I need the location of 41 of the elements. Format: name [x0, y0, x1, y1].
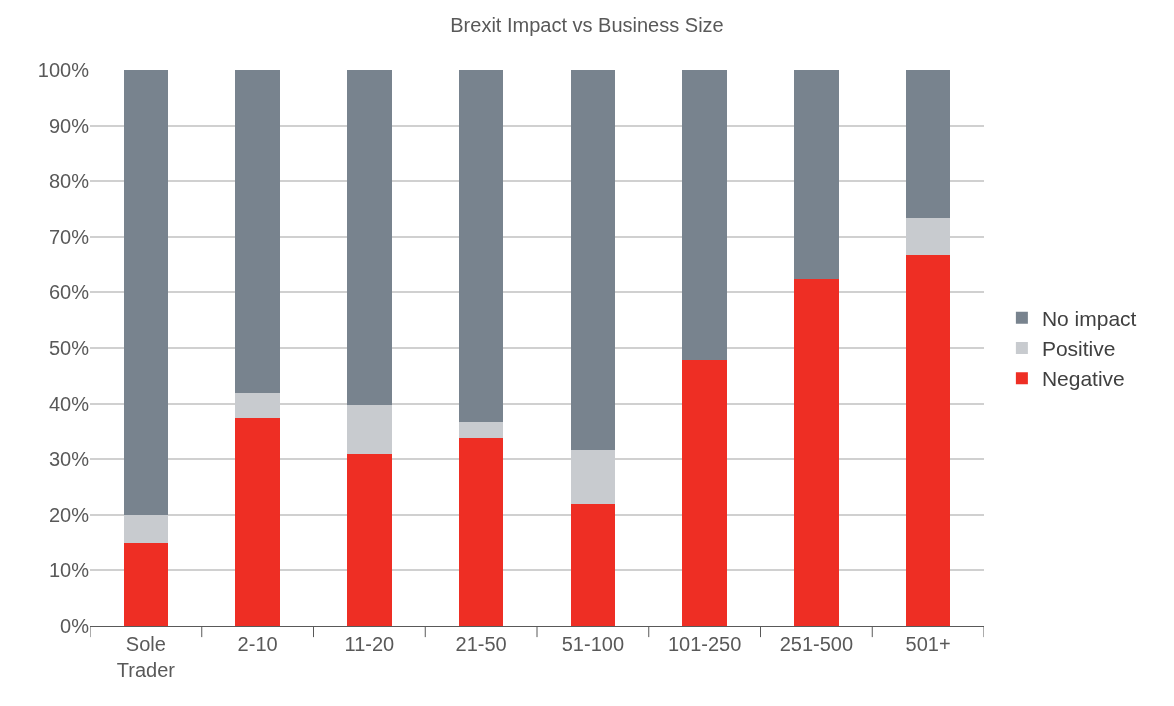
bar — [347, 70, 392, 405]
bar — [347, 404, 392, 454]
bar — [347, 453, 392, 626]
y-tick-label: 40% — [48, 392, 90, 415]
bar — [905, 255, 951, 626]
bar — [682, 360, 727, 626]
bar — [458, 421, 504, 438]
y-tick-label: 100% — [37, 59, 90, 81]
chart-title: Brexit Impact vs Business Size — [450, 13, 724, 36]
bar — [570, 503, 616, 626]
y-tick-label: 20% — [48, 503, 90, 526]
bar — [794, 70, 839, 279]
legend-label: No impact — [1041, 306, 1137, 330]
x-tick-label: 51-100 — [561, 633, 625, 655]
bar — [570, 70, 616, 450]
y-tick-label: 90% — [48, 114, 90, 137]
bar — [235, 417, 280, 626]
x-tick-label: 2-10 — [237, 633, 278, 655]
x-tick-label: 501+ — [905, 633, 951, 655]
x-tick-label: 21-50 — [455, 633, 507, 655]
x-tick-label: 11-20 — [344, 633, 395, 655]
bar — [235, 70, 280, 394]
y-tick-label: 30% — [48, 448, 90, 471]
y-tick-label: 0% — [60, 615, 90, 637]
legend-label: Negative — [1041, 367, 1125, 391]
bar — [123, 542, 169, 626]
bar — [905, 70, 951, 219]
bar — [458, 437, 504, 626]
y-tick-label: 60% — [48, 281, 90, 304]
bar — [682, 70, 727, 361]
y-tick-label: 70% — [48, 225, 90, 248]
y-tick-label: 10% — [48, 559, 90, 582]
x-tick-label: Sole Trader — [116, 633, 176, 681]
legend-label: Positive — [1041, 337, 1116, 361]
bar — [794, 278, 839, 626]
x-tick-label: 101-250 — [667, 633, 742, 655]
bar — [458, 70, 504, 422]
y-tick-label: 50% — [48, 337, 90, 359]
bar — [123, 70, 169, 515]
y-tick-label: 80% — [48, 170, 90, 193]
x-tick-label: 251-500 — [779, 633, 854, 655]
